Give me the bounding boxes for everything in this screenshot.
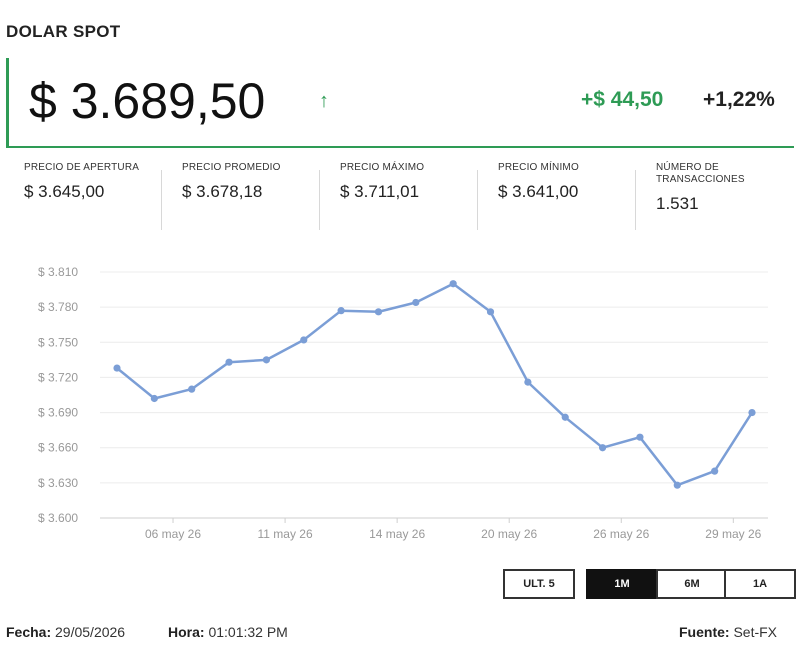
data-point [374,308,383,316]
x-tick-label: 14 may 26 [369,527,425,541]
stat-transactions: NÚMERO DE TRANSACCIONES 1.531 [656,162,786,230]
page-title: DOLAR SPOT [6,22,121,41]
current-price: $ 3.689,50 [29,73,266,129]
range-button-1a[interactable]: 1A [724,569,796,599]
divider [635,170,636,230]
time-value: 01:01:32 PM [208,624,288,640]
y-tick-label: $ 3.630 [38,476,78,490]
data-point [113,364,121,372]
divider [319,170,320,230]
stat-label: NÚMERO DE TRANSACCIONES [656,162,745,185]
source-value: Set-FX [733,624,778,640]
divider [161,170,162,230]
stat-average: PRECIO PROMEDIO $ 3.678,18 [182,162,322,230]
data-point [262,356,271,364]
stats-row: PRECIO DE APERTURA $ 3.645,00 PRECIO PRO… [8,162,794,232]
footer-time: Hora: 01:01:32 PM [168,624,288,640]
data-point [711,467,719,475]
y-tick-label: $ 3.810 [38,265,78,279]
data-point [636,433,644,441]
source-label: Fuente: [679,624,730,640]
price-panel: $ 3.689,50 ↑ +$ 44,50 +1,22% [6,58,794,148]
stat-label: PRECIO DE APERTURA [24,162,140,173]
data-point [524,378,532,386]
stat-label: PRECIO MÁXIMO [340,162,425,173]
stat-value: $ 3.641,00 [498,182,579,201]
x-tick-label: 06 may 26 [145,527,201,541]
data-point [412,298,420,307]
data-point [748,408,756,417]
x-tick-label: 29 may 26 [705,527,761,541]
footer-source: Fuente: Set-FX [679,624,777,640]
stat-min: PRECIO MÍNIMO $ 3.641,00 [498,162,638,230]
stat-opening: PRECIO DE APERTURA $ 3.645,00 [24,162,159,230]
date-value: 29/05/2026 [55,624,126,640]
footer-date: Fecha: 29/05/2026 [6,624,125,640]
y-tick-label: $ 3.660 [38,441,78,455]
range-button-1m[interactable]: 1M [586,569,658,599]
divider [477,170,478,230]
data-point [300,336,308,344]
data-point [225,358,233,366]
data-point [150,394,158,403]
stat-label: PRECIO PROMEDIO [182,162,281,173]
range-button-ult5[interactable]: ULT. 5 [503,569,575,599]
y-tick-label: $ 3.720 [38,370,78,384]
data-point [188,385,196,393]
data-point [486,308,495,316]
stat-value: $ 3.711,01 [340,182,420,201]
x-tick-label: 20 may 26 [481,527,537,541]
stat-label: PRECIO MÍNIMO [498,162,579,173]
y-tick-label: $ 3.780 [38,300,78,314]
arrow-up-icon: ↑ [319,90,329,112]
date-label: Fecha: [6,624,52,640]
stat-value: $ 3.678,18 [182,182,263,201]
price-change-percent: +1,22% [703,88,775,111]
price-line-chart: $ 3.810 $ 3.780 $ 3.750 $ 3.720 $ 3.690 $ 3.6… [38,265,768,541]
x-tick-label: 26 may 26 [593,527,649,541]
data-point [561,413,569,421]
series-line [116,282,754,487]
data-point [337,307,345,315]
y-tick-label: $ 3.600 [38,511,78,525]
y-tick-label: $ 3.690 [38,406,78,420]
data-point [673,481,681,489]
data-point [449,280,457,288]
data-point [598,444,607,452]
price-change: +$ 44,50 [581,88,664,111]
y-tick-label: $ 3.750 [38,335,78,349]
range-button-6m[interactable]: 6M [656,569,728,599]
stat-max: PRECIO MÁXIMO $ 3.711,01 [340,162,480,230]
stat-value: 1.531 [656,194,699,213]
stat-value: $ 3.645,00 [24,182,105,201]
time-label: Hora: [168,624,205,640]
x-tick-label: 11 may 26 [258,527,313,541]
